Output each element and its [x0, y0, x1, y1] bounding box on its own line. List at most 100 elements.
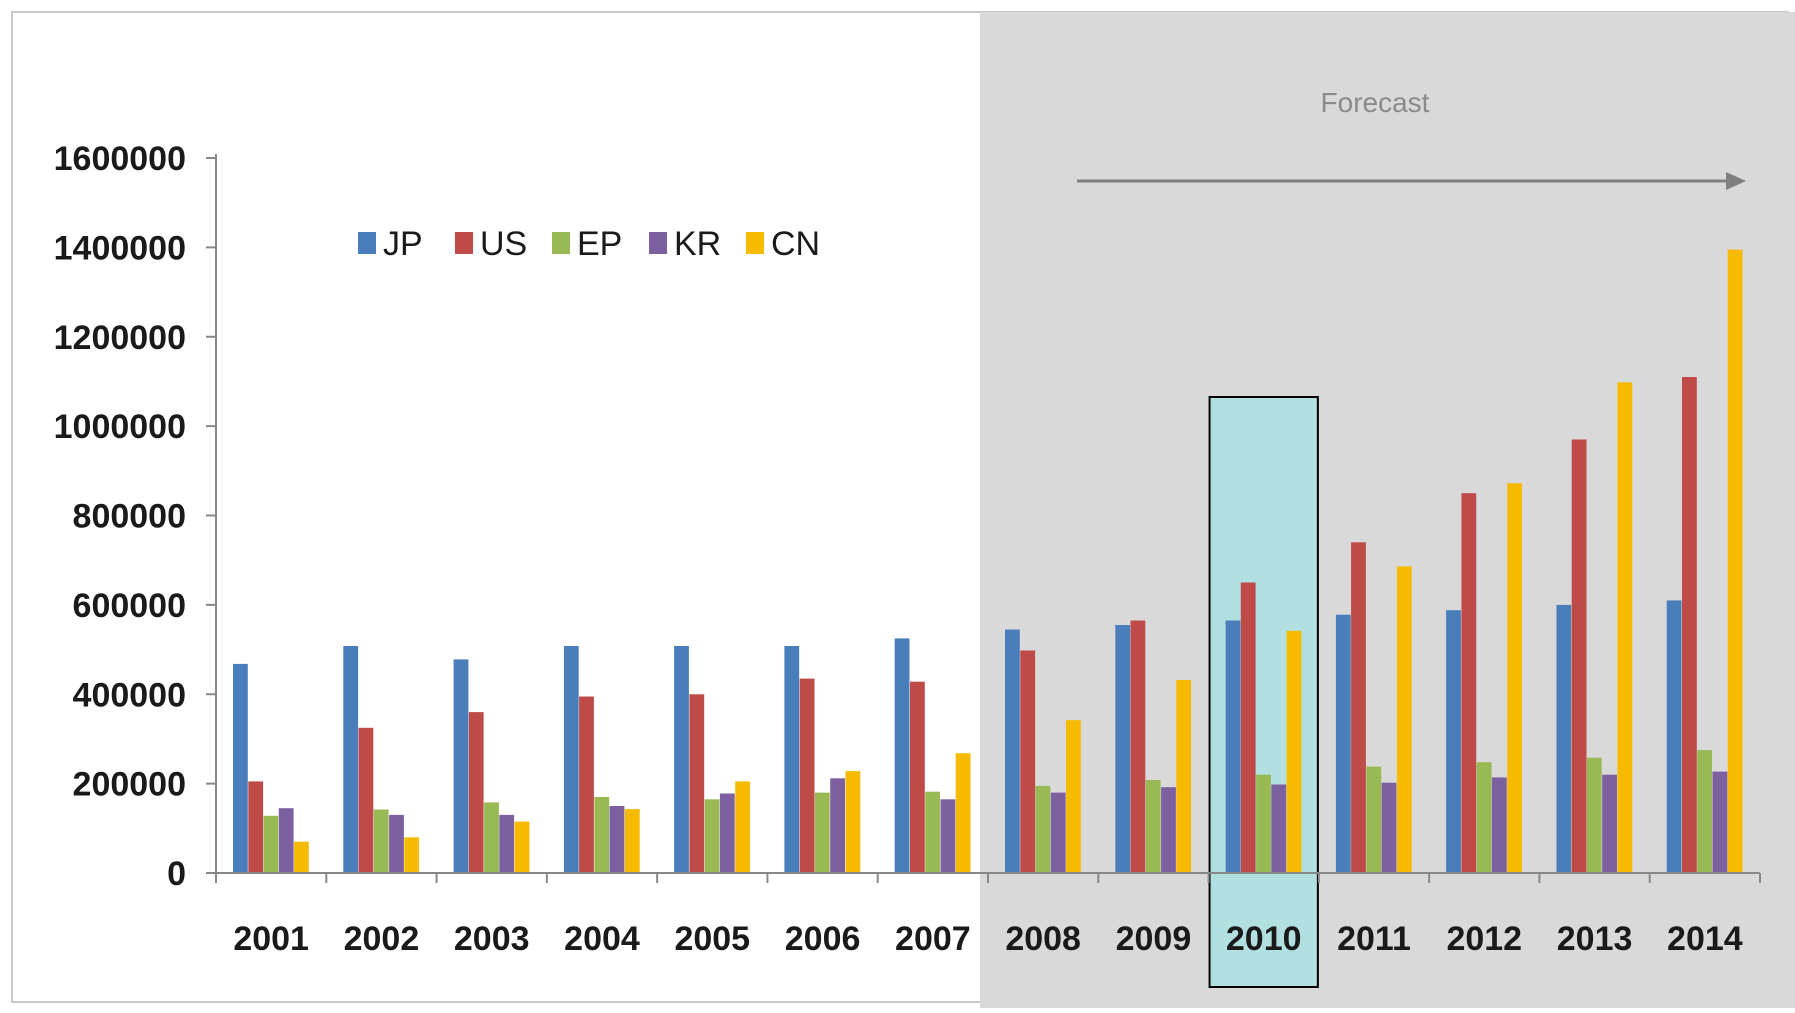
legend-label-jp: JP [383, 225, 423, 263]
x-tick-label-2012: 2012 [1446, 920, 1522, 958]
x-tick-label-2011: 2011 [1337, 920, 1411, 958]
legend: JP US EP KR CN [358, 225, 820, 263]
bar-jp-2001 [233, 663, 248, 873]
bar-kr-2007 [940, 799, 956, 873]
bar-jp-2003 [453, 659, 469, 873]
bar-cn-2012 [1507, 483, 1522, 873]
bar-jp-2012 [1446, 610, 1461, 873]
y-tick-label-200000: 200000 [73, 766, 186, 804]
bar-cn-2007 [955, 753, 971, 873]
bar-us-2013 [1571, 439, 1587, 873]
bar-cn-2005 [735, 781, 750, 873]
bar-us-2005 [689, 694, 705, 874]
bar-us-2008 [1020, 650, 1036, 873]
bar-us-2001 [248, 781, 264, 873]
bar-ep-2013 [1586, 757, 1602, 873]
bar-us-2014 [1682, 377, 1697, 873]
bar-cn-2009 [1176, 680, 1192, 873]
bar-jp-2008 [1005, 629, 1020, 873]
x-tick-label-2009: 2009 [1116, 920, 1192, 958]
y-tick-label-600000: 600000 [73, 587, 186, 625]
y-tick-label-1600000: 1600000 [54, 140, 186, 178]
bar-cn-2011 [1396, 566, 1412, 873]
bar-ep-2007 [925, 791, 940, 873]
bar-cn-2008 [1066, 720, 1081, 873]
legend-swatch-jp [358, 232, 376, 254]
y-tick-label-1000000: 1000000 [54, 408, 186, 446]
bar-cn-2006 [845, 771, 861, 873]
y-tick-label-1400000: 1400000 [54, 229, 186, 267]
bar-kr-2012 [1491, 777, 1507, 873]
bar-jp-2011 [1335, 614, 1351, 873]
bar-ep-2014 [1697, 750, 1712, 873]
bar-us-2012 [1461, 493, 1477, 873]
bar-ep-2002 [373, 809, 389, 873]
legend-swatch-kr [649, 232, 667, 254]
bar-jp-2007 [894, 638, 910, 873]
bar-ep-2005 [704, 799, 720, 873]
bar-us-2006 [799, 678, 815, 873]
bar-ep-2010 [1256, 774, 1271, 873]
bar-cn-2001 [294, 841, 309, 873]
bar-us-2003 [468, 712, 484, 873]
x-tick-label-2010: 2010 [1226, 920, 1302, 958]
bar-jp-2014 [1666, 600, 1682, 873]
y-tick-label-800000: 800000 [73, 498, 186, 536]
y-tick-label-400000: 400000 [73, 676, 186, 714]
annotation-layer: Forecast [1321, 87, 1430, 118]
bar-cn-2004 [624, 809, 640, 873]
legend-swatch-cn [746, 232, 764, 254]
bar-kr-2011 [1381, 782, 1397, 873]
legend-label-ep: EP [577, 225, 622, 263]
x-tick-label-2014: 2014 [1667, 920, 1743, 958]
bar-jp-2002 [343, 646, 359, 873]
bar-jp-2010 [1225, 620, 1241, 873]
bar-kr-2008 [1050, 792, 1066, 873]
legend-label-cn: CN [771, 225, 820, 263]
bar-jp-2013 [1556, 604, 1572, 873]
bar-ep-2011 [1366, 766, 1382, 873]
forecast-arrow-head [1726, 172, 1746, 190]
y-tick-label-1200000: 1200000 [54, 319, 186, 357]
forecast-label: Forecast [1321, 87, 1430, 118]
x-tick-label-2007: 2007 [895, 920, 971, 958]
bar-cn-2010 [1286, 630, 1302, 873]
bars-layer [233, 249, 1743, 874]
bar-jp-2006 [784, 646, 800, 873]
bar-kr-2005 [719, 793, 735, 873]
bar-jp-2004 [563, 646, 579, 873]
bar-us-2002 [358, 727, 374, 873]
x-tick-label-2008: 2008 [1005, 920, 1081, 958]
bar-us-2007 [910, 681, 925, 873]
bar-ep-2004 [594, 797, 610, 873]
bar-ep-2009 [1145, 780, 1161, 873]
bar-kr-2004 [609, 806, 625, 873]
bar-kr-2002 [389, 814, 404, 873]
x-tick-label-2003: 2003 [454, 920, 530, 958]
bar-us-2004 [579, 696, 594, 873]
bar-cn-2014 [1727, 249, 1743, 874]
x-tick-label-2004: 2004 [564, 920, 640, 958]
y-tick-label-0: 0 [167, 855, 186, 893]
legend-swatch-ep [552, 232, 570, 254]
bar-kr-2010 [1271, 784, 1287, 873]
bar-ep-2006 [814, 792, 830, 873]
x-tick-label-2005: 2005 [674, 920, 750, 958]
bar-kr-2009 [1161, 787, 1176, 873]
bar-ep-2012 [1476, 762, 1492, 873]
bar-us-2011 [1351, 542, 1366, 873]
legend-swatch-us [455, 232, 473, 254]
bar-us-2010 [1240, 582, 1256, 873]
bar-ep-2001 [263, 815, 279, 873]
bar-kr-2014 [1712, 771, 1728, 873]
x-tick-label-2001: 2001 [233, 920, 309, 958]
bar-kr-2006 [830, 778, 845, 873]
bar-jp-2009 [1115, 625, 1131, 873]
bar-ep-2008 [1035, 785, 1051, 873]
bar-us-2009 [1130, 620, 1146, 873]
bar-jp-2005 [674, 646, 689, 873]
bar-kr-2001 [278, 808, 294, 873]
bar-ep-2003 [484, 802, 499, 873]
